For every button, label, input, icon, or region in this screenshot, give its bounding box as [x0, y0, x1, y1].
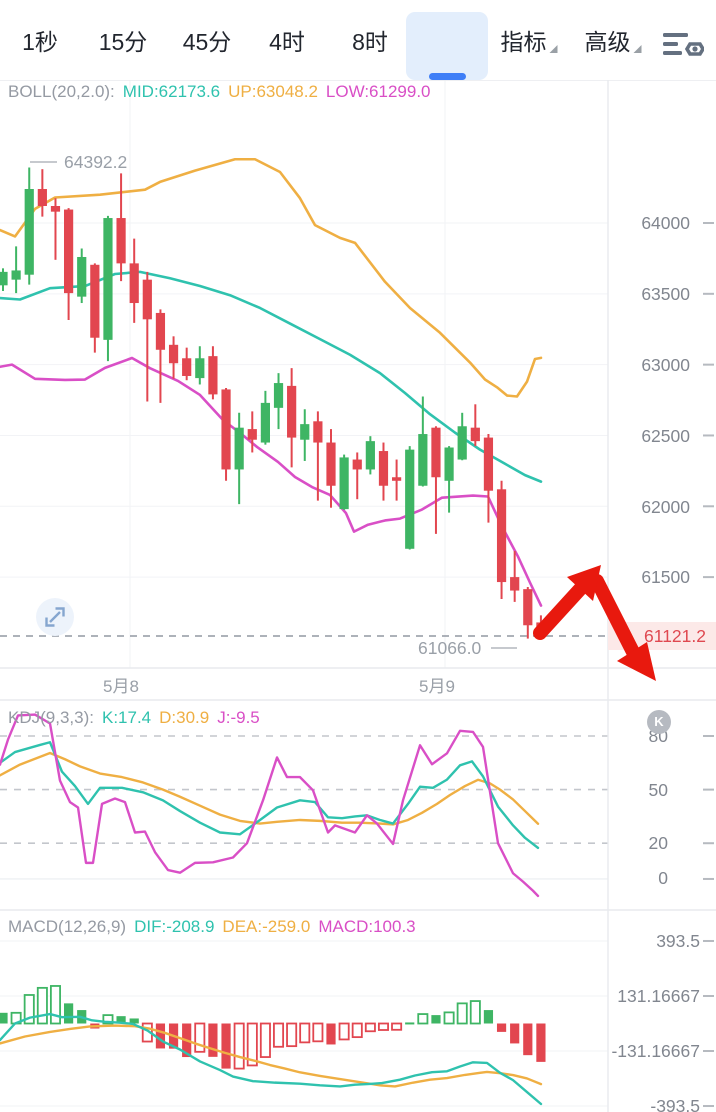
macd-hist-value: MACD:100.3	[318, 917, 416, 936]
x-axis-date: 5月9	[419, 677, 455, 696]
selected-tab-underline	[429, 73, 466, 80]
boll-legend: BOLL(20,2.0): MID:62173.6 UP:63048.2 LOW…	[8, 82, 431, 102]
fullscreen-expand-button[interactable]	[36, 598, 74, 636]
chart-settings-icon[interactable]	[662, 30, 704, 64]
tab-45min[interactable]: 45分	[182, 29, 232, 55]
kdj-k-badge[interactable]: K	[647, 710, 671, 734]
macd-tick: -393.5	[650, 1096, 700, 1112]
expand-arrows-icon	[45, 607, 65, 627]
boll-up-value: UP:63048.2	[228, 82, 318, 101]
kdj-k-value: K:17.4	[101, 708, 152, 727]
macd-dif-value: DIF:-208.9	[134, 917, 215, 936]
selected-tab-background	[406, 12, 488, 80]
boll-params: BOLL(20,2.0):	[8, 82, 115, 101]
macd-params: MACD(12,26,9)	[8, 917, 127, 936]
chevron-down-icon	[549, 45, 558, 53]
price-tick: 63500	[641, 284, 690, 304]
kdj-tick: 50	[648, 780, 668, 800]
macd-tick: 131.16667	[617, 986, 700, 1006]
kdj-legend: KDJ(9,3,3): K:17.4 D:30.9 J:-9.5	[8, 708, 260, 728]
macd-legend: MACD(12,26,9) DIF:-208.9 DEA:-259.0 MACD…	[8, 917, 416, 937]
tab-indicators[interactable]: 指标	[501, 0, 558, 80]
x-axis-date: 5月8	[103, 677, 139, 696]
price-tick: 64000	[641, 213, 690, 233]
tab-8h[interactable]: 8时	[352, 29, 388, 55]
high-price-label: 64392.2	[64, 152, 128, 172]
boll-mid-value: MID:62173.6	[122, 82, 221, 101]
macd-tick: 393.5	[656, 931, 700, 951]
kdj-params: KDJ(9,3,3):	[8, 708, 94, 727]
kdj-d-value: D:30.9	[159, 708, 210, 727]
kdj-tick: 20	[648, 833, 668, 853]
chevron-down-icon	[633, 45, 642, 53]
current-price-badge: 61121.2	[608, 622, 716, 650]
timeframe-tabbar: 1秒 15分 45分 4时 8时 1时 指标 高级	[0, 0, 716, 80]
tab-advanced[interactable]: 高级	[585, 0, 642, 80]
price-tick: 63000	[641, 355, 690, 375]
price-tick: 62500	[641, 426, 690, 446]
tab-4h[interactable]: 4时	[269, 29, 305, 55]
macd-tick: -131.16667	[611, 1041, 700, 1061]
tab-15min[interactable]: 15分	[98, 29, 148, 55]
price-tick: 61500	[641, 567, 690, 587]
boll-low-value: LOW:61299.0	[325, 82, 431, 101]
tab-1sec[interactable]: 1秒	[22, 29, 58, 55]
kdj-tick: 0	[658, 868, 668, 888]
low-price-label: 61066.0	[418, 638, 482, 658]
price-tick: 62000	[641, 497, 690, 517]
macd-dea-value: DEA:-259.0	[222, 917, 311, 936]
kdj-j-value: J:-9.5	[217, 708, 260, 727]
